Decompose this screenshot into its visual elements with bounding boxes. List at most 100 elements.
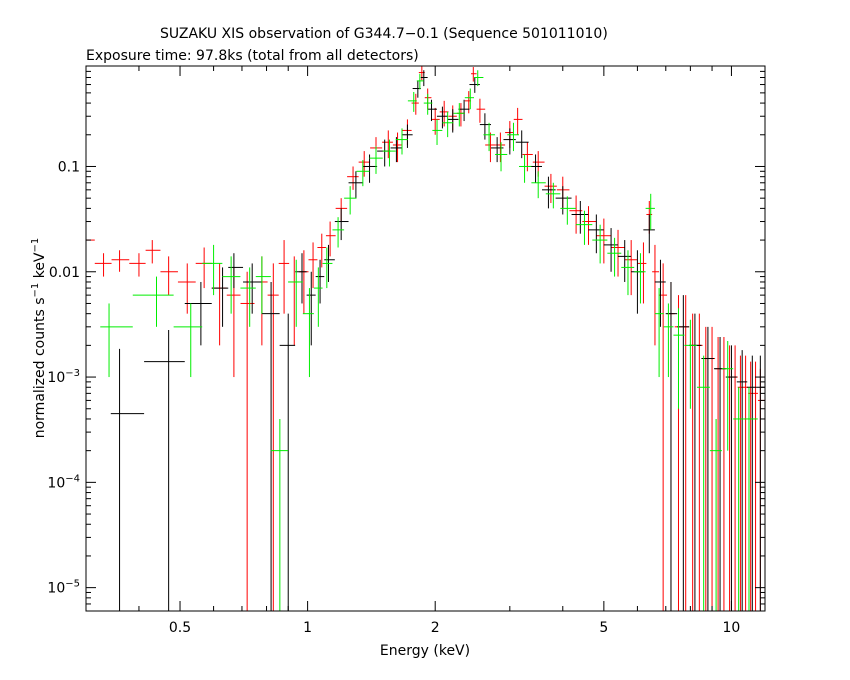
y-tick-label: 0.01 <box>49 265 80 281</box>
data-point <box>519 154 532 183</box>
data-point <box>442 111 454 138</box>
data-point <box>382 130 393 159</box>
y-axis-label-exp1: −1 <box>30 283 41 298</box>
data-point <box>571 200 589 234</box>
data-point <box>673 308 685 409</box>
data-point <box>507 122 520 152</box>
x-tick-label: 2 <box>431 620 440 636</box>
data-point <box>721 341 734 451</box>
data-point <box>313 267 323 327</box>
plot-frame <box>85 65 766 612</box>
data-point <box>643 214 655 254</box>
data-point <box>439 100 449 127</box>
data-point <box>447 109 459 133</box>
data-point <box>709 418 722 611</box>
data-point <box>145 240 161 264</box>
data-point <box>332 217 345 248</box>
data-point <box>432 119 443 145</box>
data-point <box>736 350 748 611</box>
data-point <box>222 256 241 314</box>
data-point <box>254 256 268 346</box>
y-axis-label-exp2: −1 <box>30 238 41 253</box>
data-point <box>575 210 593 245</box>
series-0 <box>85 66 765 611</box>
chart-subtitle: Exposure time: 97.8ks (total from all de… <box>86 48 419 64</box>
data-point <box>588 214 604 254</box>
data-point <box>677 295 690 611</box>
data-point <box>255 256 271 314</box>
data-point <box>555 186 572 215</box>
data-point <box>756 355 765 611</box>
data-point <box>407 91 417 112</box>
data-point <box>411 93 419 115</box>
data-point <box>469 77 480 93</box>
chart-title: SUZAKU XIS observation of G344.7−0.1 (Se… <box>160 26 608 42</box>
data-point <box>308 242 318 289</box>
data-point <box>495 142 508 172</box>
y-tick-label-base: 10 <box>47 475 65 491</box>
data-point <box>592 224 608 264</box>
data-point <box>474 70 484 87</box>
data-point <box>528 154 542 183</box>
data-point <box>483 122 496 152</box>
data-point <box>270 418 289 611</box>
data-point <box>464 88 475 110</box>
data-point <box>211 263 227 346</box>
x-axis-label: Energy (keV) <box>380 643 470 659</box>
data-point <box>458 99 470 122</box>
data-point <box>654 259 666 327</box>
data-point <box>708 326 716 611</box>
data-point <box>453 103 465 127</box>
data-point <box>684 319 698 409</box>
data-point <box>743 355 749 611</box>
data-point <box>634 253 646 304</box>
data-point <box>132 276 174 327</box>
data-point <box>160 256 178 296</box>
data-point <box>401 124 413 148</box>
data-point <box>261 281 280 611</box>
data-point <box>129 253 146 277</box>
y-tick-label-exp: −4 <box>65 473 80 484</box>
data-point <box>390 137 402 163</box>
data-point <box>476 98 486 123</box>
data-point <box>348 171 363 199</box>
data-point <box>436 106 448 129</box>
data-point <box>471 67 477 82</box>
data-point <box>621 250 635 296</box>
data-point <box>637 242 647 304</box>
data-point <box>306 271 316 346</box>
data-point <box>652 244 660 346</box>
y-tick-label: 0.1 <box>58 159 80 175</box>
x-tick-label: 10 <box>723 620 741 636</box>
data-point <box>423 93 433 115</box>
data-point <box>302 288 314 378</box>
data-point <box>603 228 618 272</box>
data-point <box>356 160 370 187</box>
data-point <box>663 303 674 378</box>
data-point <box>358 151 371 177</box>
data-point <box>416 73 424 90</box>
data-point <box>515 130 529 159</box>
data-point <box>325 221 336 257</box>
y-tick-label: 10−5 <box>47 579 80 597</box>
data-point <box>743 387 758 611</box>
data-point <box>144 329 185 611</box>
y-tick-label-exp: −3 <box>65 368 80 379</box>
data-point <box>531 171 546 199</box>
data-point <box>733 387 744 611</box>
data-point <box>240 271 255 611</box>
axis-ticks: 0.5 1 2 5 100.10.0110−310−410−5 <box>47 65 765 636</box>
data-point <box>545 182 561 209</box>
data-point <box>513 107 523 135</box>
data-point <box>344 186 357 215</box>
data-point <box>85 224 95 264</box>
data-point <box>665 281 678 611</box>
data-point <box>100 303 133 378</box>
data-point <box>334 208 349 241</box>
series-2 <box>100 70 758 611</box>
x-tick-label: 0.5 <box>169 620 191 636</box>
data-point <box>177 263 196 314</box>
data-point <box>607 237 622 277</box>
data-point <box>279 313 296 611</box>
